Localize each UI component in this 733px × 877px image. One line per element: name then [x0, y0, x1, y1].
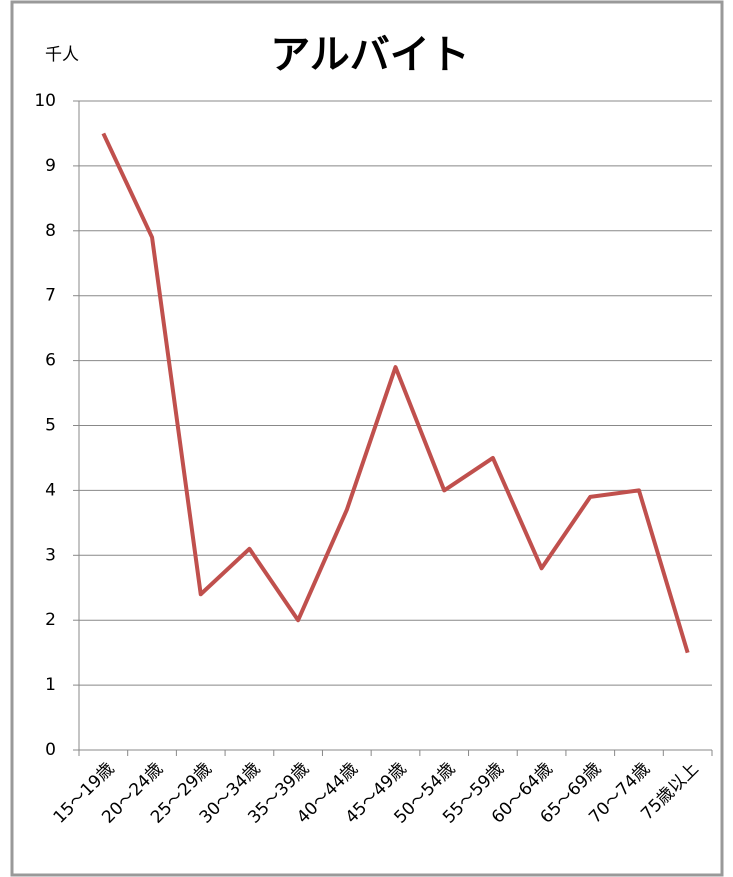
- y-tick-label: 4: [45, 480, 56, 500]
- chart-frame: [10, 0, 724, 877]
- chart-title: アルバイト: [270, 32, 470, 78]
- y-tick-label: 10: [34, 91, 56, 111]
- y-tick-label: 3: [45, 545, 56, 565]
- y-tick-label: 8: [45, 221, 56, 241]
- y-tick-label: 1: [45, 675, 56, 695]
- y-axis-label: 千人: [45, 45, 79, 65]
- data-line: [101, 132, 690, 654]
- y-tick-label: 2: [45, 610, 56, 630]
- y-tick-label: 5: [45, 416, 56, 436]
- y-tick-label: 7: [45, 286, 56, 306]
- y-tick-label: 6: [45, 351, 56, 371]
- y-tick-label: 9: [45, 156, 56, 176]
- y-tick-label: 0: [45, 740, 56, 760]
